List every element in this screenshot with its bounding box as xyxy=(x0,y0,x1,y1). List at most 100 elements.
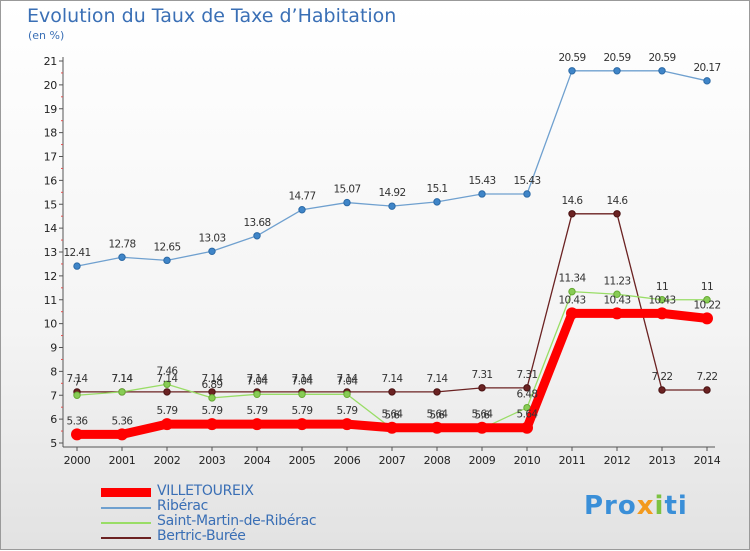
data-label-villetoureix: 5.64 xyxy=(472,409,494,421)
data-label-saint-martin: 11 xyxy=(701,281,713,293)
data-point-riberac xyxy=(343,198,351,207)
data-label-riberac: 14.77 xyxy=(288,191,315,203)
data-point-bertric xyxy=(163,388,171,396)
data-label-riberac: 20.17 xyxy=(693,62,720,74)
chart-title: Evolution du Taux de Taxe d’Habitation xyxy=(27,5,397,27)
y-tick-label: 9 xyxy=(50,342,57,355)
data-point-bertric xyxy=(433,388,441,396)
series-villetoureix xyxy=(71,307,713,441)
data-label-bertric: 14.6 xyxy=(562,195,584,207)
data-point-saint-martin xyxy=(343,390,351,398)
data-label-riberac: 15.1 xyxy=(427,183,448,195)
data-point-bertric xyxy=(703,386,711,394)
data-point-riberac xyxy=(568,67,576,75)
data-point-riberac xyxy=(388,202,396,210)
legend-label-villetoureix: VILLETOUREIX xyxy=(157,483,254,499)
x-tick-label: 2003 xyxy=(199,454,226,467)
data-point-bertric xyxy=(478,384,486,392)
data-label-saint-martin: 6.48 xyxy=(517,389,538,401)
data-point-saint-martin xyxy=(73,391,81,399)
x-tick-label: 2014 xyxy=(694,454,721,467)
data-point-villetoureix xyxy=(701,312,713,325)
data-label-bertric: 7.14 xyxy=(202,373,224,385)
data-label-bertric: 7.31 xyxy=(472,369,493,381)
data-label-saint-martin: 7.04 xyxy=(247,375,269,387)
data-label-villetoureix: 10.43 xyxy=(558,294,585,306)
data-label-bertric: 7.14 xyxy=(382,373,404,385)
data-point-saint-martin xyxy=(568,287,576,296)
data-point-riberac xyxy=(298,206,306,214)
y-tick-label: 5 xyxy=(50,437,57,450)
series-line-riberac xyxy=(76,70,708,267)
data-label-villetoureix: 10.43 xyxy=(648,294,675,306)
data-label-bertric: 7.14 xyxy=(157,373,179,385)
data-label-bertric: 14.6 xyxy=(607,195,629,207)
data-label-bertric: 7.14 xyxy=(247,373,269,385)
data-label-villetoureix: 5.79 xyxy=(202,405,223,417)
legend-label-bertric: Bertric-Burée xyxy=(157,528,246,544)
data-point-riberac xyxy=(208,247,216,255)
x-tick-label: 2007 xyxy=(379,454,406,467)
data-label-riberac: 13.03 xyxy=(198,232,225,244)
x-tick-label: 2009 xyxy=(469,454,496,467)
x-tick-label: 2001 xyxy=(109,454,136,467)
data-label-saint-martin: 11.34 xyxy=(558,273,586,285)
data-point-villetoureix xyxy=(296,418,308,431)
y-tick-label: 19 xyxy=(44,103,58,116)
data-label-riberac: 12.65 xyxy=(153,241,180,253)
data-label-riberac: 15.43 xyxy=(468,175,495,187)
data-label-riberac: 13.68 xyxy=(243,217,270,229)
data-point-bertric xyxy=(388,388,396,396)
data-point-saint-martin xyxy=(298,390,306,398)
y-tick-label: 13 xyxy=(44,246,58,259)
data-label-saint-martin: 5.6 xyxy=(475,410,491,422)
x-tick-label: 2005 xyxy=(289,454,316,467)
data-point-bertric xyxy=(658,386,666,394)
x-tick-label: 2000 xyxy=(64,454,91,467)
data-point-riberac xyxy=(658,67,666,75)
data-point-saint-martin xyxy=(703,296,711,304)
data-label-saint-martin: 7.04 xyxy=(292,375,314,387)
data-point-riberac xyxy=(163,256,171,265)
y-tick-label: 11 xyxy=(44,294,57,307)
data-label-riberac: 15.43 xyxy=(513,175,540,187)
data-point-villetoureix xyxy=(341,418,353,431)
data-point-villetoureix xyxy=(161,418,173,431)
data-point-riberac xyxy=(253,232,261,240)
data-point-villetoureix xyxy=(386,421,398,434)
data-label-riberac: 12.41 xyxy=(63,247,90,259)
legend-swatch-villetoureix xyxy=(101,488,151,497)
y-tick-label: 18 xyxy=(44,127,58,140)
data-point-villetoureix xyxy=(566,307,578,320)
data-label-villetoureix: 5.36 xyxy=(112,415,134,427)
data-label-riberac: 15.07 xyxy=(333,184,360,196)
data-label-bertric: 7.14 xyxy=(67,373,89,385)
data-label-saint-martin: 7.04 xyxy=(337,375,359,387)
data-label-bertric: 7.31 xyxy=(517,369,538,381)
data-label-villetoureix: 5.79 xyxy=(247,405,268,417)
y-tick-label: 16 xyxy=(44,174,58,187)
y-tick-label: 7 xyxy=(50,389,57,402)
x-tick-label: 2006 xyxy=(334,454,361,467)
data-point-villetoureix xyxy=(251,418,263,431)
x-tick-label: 2004 xyxy=(244,454,271,467)
y-tick-label: 12 xyxy=(44,270,57,283)
legend-swatch-riberac xyxy=(101,507,151,509)
y-tick-label: 17 xyxy=(44,151,58,164)
data-point-bertric xyxy=(523,384,531,392)
data-point-riberac xyxy=(523,190,531,198)
data-point-riberac xyxy=(703,77,711,85)
data-point-bertric xyxy=(568,210,576,218)
data-point-riberac xyxy=(73,262,81,270)
data-label-bertric: 7.14 xyxy=(337,373,359,385)
data-label-saint-martin: 7.46 xyxy=(157,365,179,377)
y-tick-label: 8 xyxy=(50,365,57,378)
data-label-villetoureix: 10.43 xyxy=(603,294,630,306)
data-label-saint-martin: 5.6 xyxy=(430,410,446,422)
data-label-villetoureix: 5.79 xyxy=(157,405,178,417)
data-point-saint-martin xyxy=(613,290,621,298)
data-label-riberac: 12.78 xyxy=(108,238,135,250)
data-label-villetoureix: 5.79 xyxy=(292,405,313,417)
